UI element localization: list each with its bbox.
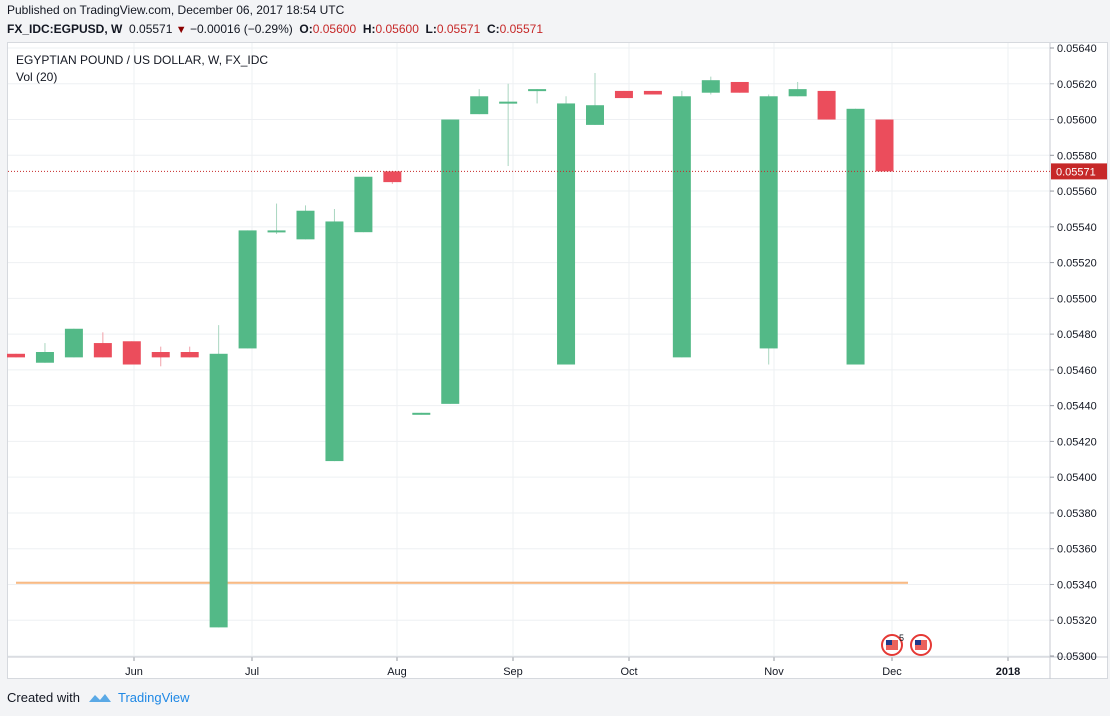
candle-body (151, 352, 170, 358)
y-tick-label: 0.05560 (1057, 186, 1097, 198)
candle-body (267, 230, 286, 233)
close-label: C: (486, 22, 500, 36)
volume-legend: Vol (20) (16, 70, 58, 84)
y-tick-label: 0.05600 (1057, 115, 1097, 127)
close-value: 0.05571 (499, 22, 543, 36)
candle-body (64, 328, 83, 358)
high-value: 0.05600 (375, 22, 419, 36)
candle-body (325, 221, 344, 462)
y-tick-label: 0.05440 (1057, 401, 1097, 413)
y-tick-label: 0.05480 (1057, 329, 1097, 341)
candle-body (7, 353, 25, 358)
y-tick-label: 0.05340 (1057, 579, 1097, 591)
candle-body (383, 171, 402, 183)
footer: Created with TradingView (7, 690, 190, 705)
candle-body (643, 90, 662, 95)
candle-body (614, 90, 633, 99)
tradingview-brand[interactable]: TradingView (117, 690, 190, 705)
candle-body (296, 210, 315, 240)
candle-body (93, 343, 112, 358)
candle-body (122, 341, 141, 365)
candle-body (354, 176, 373, 233)
last-price: 0.05571 (129, 22, 173, 36)
candle-body (875, 119, 894, 172)
candle-body (557, 103, 576, 365)
candle-body (586, 105, 604, 125)
y-tick-label: 0.05620 (1057, 79, 1097, 91)
candle-body (817, 90, 836, 120)
last-price-tag (1051, 163, 1107, 180)
created-with-label: Created with (7, 690, 80, 705)
x-tick-label: Aug (387, 666, 407, 678)
published-line: Published on TradingView.com, December 0… (7, 3, 345, 17)
candle-body (412, 412, 431, 415)
x-tick-label: Jun (125, 666, 143, 678)
y-tick-label: 0.05380 (1057, 508, 1097, 520)
y-tick-label: 0.05500 (1057, 293, 1097, 305)
candle-body (470, 96, 489, 115)
candle-body (528, 89, 547, 92)
candle-body (441, 119, 460, 404)
symbol: FX_IDC:EGPUSD, W (7, 22, 123, 36)
y-tick-label: 0.05460 (1057, 365, 1097, 377)
y-tick-label: 0.05360 (1057, 544, 1097, 556)
candle-body (788, 89, 807, 97)
high-label: H: (362, 22, 376, 36)
chart-legend-title: EGYPTIAN POUND / US DOLLAR, W, FX_IDC (16, 53, 269, 67)
x-tick-label: Nov (764, 666, 784, 678)
candle-body (209, 353, 228, 628)
y-tick-label: 0.05420 (1057, 436, 1097, 448)
candle-body (759, 96, 778, 349)
flag-canton-icon (886, 640, 892, 645)
tradingview-logo-icon (88, 693, 111, 702)
candle-body (730, 81, 749, 93)
event-count-label: 5 (899, 633, 904, 643)
y-tick-label: 0.05580 (1057, 150, 1097, 162)
last-price-label: 0.05571 (1056, 166, 1096, 178)
symbol-ohlc-line: FX_IDC:EGPUSD, W 0.05571 ▼ −0.00016 (−0.… (7, 22, 543, 36)
flag-canton-icon (915, 640, 921, 645)
y-tick-label: 0.05640 (1057, 43, 1097, 55)
candle-body (846, 108, 865, 365)
candle-body (701, 80, 720, 93)
x-tick-label: Dec (882, 666, 902, 678)
candle-body (238, 230, 257, 349)
down-triangle-icon: ▼ (175, 24, 187, 36)
x-tick-label: 2018 (996, 666, 1020, 678)
candle-body (180, 352, 199, 358)
y-tick-label: 0.05300 (1057, 651, 1097, 663)
y-tick-label: 0.05520 (1057, 258, 1097, 270)
y-tick-label: 0.05540 (1057, 222, 1097, 234)
y-tick-label: 0.05400 (1057, 472, 1097, 484)
candle-body (35, 352, 54, 363)
open-label: O: (299, 22, 313, 36)
x-tick-label: Jul (245, 666, 259, 678)
price-change: −0.00016 (−0.29%) (189, 22, 293, 36)
x-tick-label: Oct (620, 666, 637, 678)
open-value: 0.05600 (312, 22, 357, 36)
low-label: L: (425, 22, 437, 36)
candle-body (499, 101, 518, 104)
x-tick-label: Sep (503, 666, 523, 678)
candle-body (672, 96, 691, 358)
low-value: 0.05571 (436, 22, 481, 36)
y-tick-label: 0.05320 (1057, 615, 1097, 627)
